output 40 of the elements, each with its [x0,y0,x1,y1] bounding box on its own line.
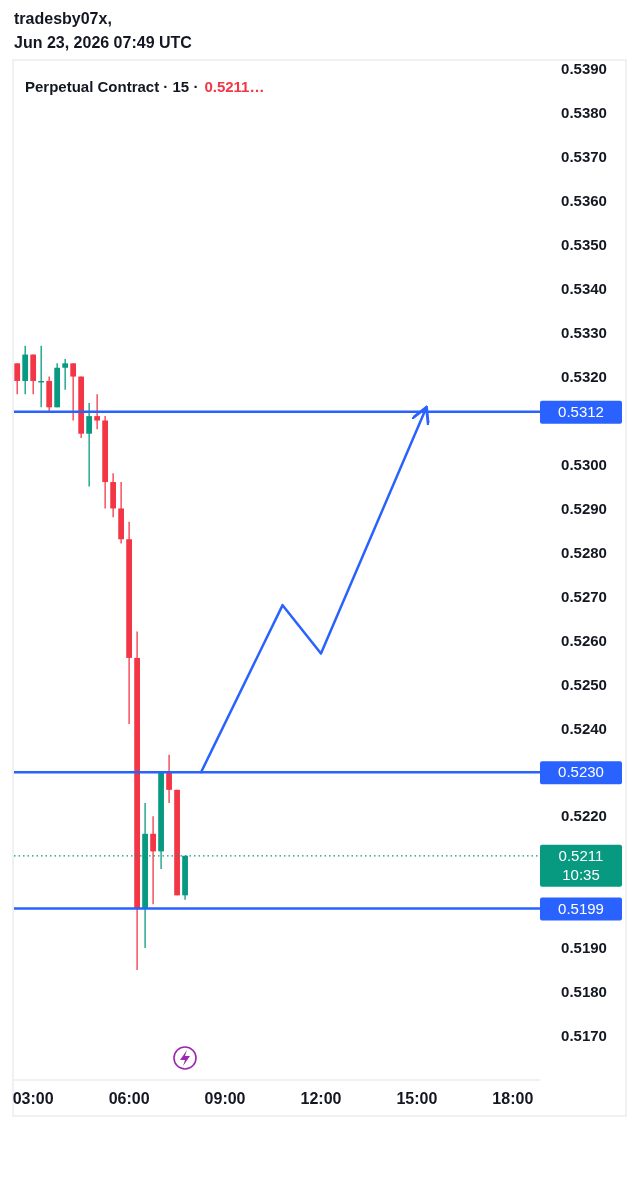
y-tick-label: 0.5360 [561,191,607,209]
y-tick-label: 0.5280 [561,543,607,561]
ref-line-label: 0.5312 [558,402,604,420]
ref-line-label: 0.5211 10:35 [558,846,604,883]
candlestick [166,754,172,804]
x-tick-label: 18:00 [492,1090,534,1107]
text: 0.5211… [204,78,265,95]
candlestick [94,393,101,430]
y-tick-label: 0.5270 [561,587,607,605]
y-tick-label: 0.5240 [561,719,607,737]
candlestick [70,362,77,422]
y-tick-label: 0.5390 [561,60,607,78]
ref-line-label: 0.5230 [558,763,604,781]
text: tradesby07x, [14,10,112,27]
y-tick-label: 0.5350 [561,235,607,253]
y-tick-label: 0.5320 [561,367,607,385]
x-tick-label: 06:00 [108,1090,150,1107]
x-tick-label: 12:00 [300,1090,342,1107]
y-tick-label: 0.5340 [561,279,607,297]
y-tick-label: 0.5190 [561,939,607,957]
ref-line-label: 0.5199 [558,899,604,917]
y-tick-label: 0.5290 [561,499,607,517]
text: Jun 23, 2026 07:49 UTC [14,34,193,51]
y-tick-label: 0.5380 [561,104,607,122]
y-tick-label: 0.5170 [561,1027,607,1045]
x-tick-label: 15:00 [396,1090,438,1107]
candlestick [150,815,156,905]
x-tick-label: 03:00 [12,1090,54,1107]
y-tick-label: 0.5330 [561,323,607,341]
y-tick-label: 0.5260 [561,631,607,649]
y-tick-label: 0.5180 [561,983,607,1001]
text: Perpetual Contract · 15 · [25,78,199,95]
y-tick-label: 0.5370 [561,147,607,165]
y-tick-label: 0.5250 [561,675,607,693]
y-tick-label: 0.5300 [561,455,607,473]
candlestick [86,402,93,488]
x-tick-label: 09:00 [204,1090,246,1107]
candlestick [62,358,69,391]
candlestick [14,362,21,395]
y-tick-label: 0.5220 [561,807,607,825]
